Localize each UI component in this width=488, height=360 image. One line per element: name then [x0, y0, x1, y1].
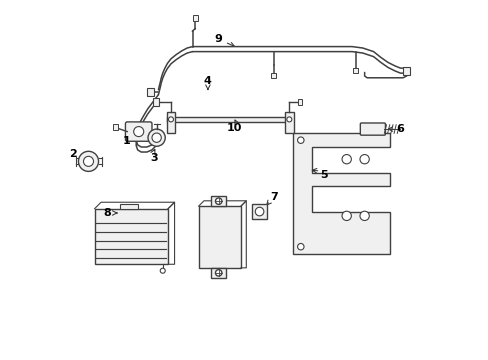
FancyBboxPatch shape: [352, 68, 357, 73]
Circle shape: [359, 154, 368, 164]
FancyBboxPatch shape: [198, 206, 241, 268]
FancyBboxPatch shape: [166, 112, 175, 133]
Circle shape: [297, 243, 304, 250]
Text: 9: 9: [214, 35, 222, 44]
FancyBboxPatch shape: [403, 67, 409, 75]
FancyBboxPatch shape: [120, 204, 137, 209]
FancyBboxPatch shape: [271, 73, 276, 78]
Circle shape: [215, 270, 222, 276]
Circle shape: [133, 127, 143, 136]
Circle shape: [168, 117, 173, 122]
Circle shape: [286, 117, 291, 122]
Text: 8: 8: [103, 208, 111, 218]
Circle shape: [83, 156, 93, 166]
FancyBboxPatch shape: [192, 15, 197, 21]
FancyBboxPatch shape: [251, 204, 267, 220]
Text: 6: 6: [396, 124, 404, 134]
Circle shape: [297, 137, 304, 143]
FancyBboxPatch shape: [211, 196, 226, 206]
FancyBboxPatch shape: [297, 99, 302, 105]
Circle shape: [160, 268, 165, 273]
Text: 10: 10: [226, 123, 242, 133]
FancyBboxPatch shape: [125, 122, 152, 141]
Circle shape: [148, 129, 165, 146]
FancyBboxPatch shape: [94, 209, 168, 264]
FancyBboxPatch shape: [167, 117, 292, 122]
Text: 7: 7: [269, 192, 277, 202]
Circle shape: [78, 151, 99, 171]
FancyBboxPatch shape: [113, 125, 118, 130]
Text: 4: 4: [203, 76, 211, 86]
FancyBboxPatch shape: [147, 88, 153, 96]
Polygon shape: [292, 134, 389, 253]
Text: 5: 5: [320, 170, 327, 180]
FancyBboxPatch shape: [360, 123, 385, 135]
Text: 1: 1: [123, 136, 130, 146]
Circle shape: [341, 154, 351, 164]
FancyBboxPatch shape: [152, 98, 159, 106]
Circle shape: [359, 211, 368, 221]
Text: 3: 3: [150, 153, 158, 163]
Circle shape: [215, 198, 222, 204]
Circle shape: [255, 207, 264, 216]
Text: 2: 2: [69, 149, 77, 159]
Circle shape: [341, 211, 351, 221]
FancyBboxPatch shape: [155, 131, 162, 138]
Circle shape: [152, 133, 161, 142]
FancyBboxPatch shape: [285, 112, 293, 133]
FancyBboxPatch shape: [211, 268, 226, 278]
